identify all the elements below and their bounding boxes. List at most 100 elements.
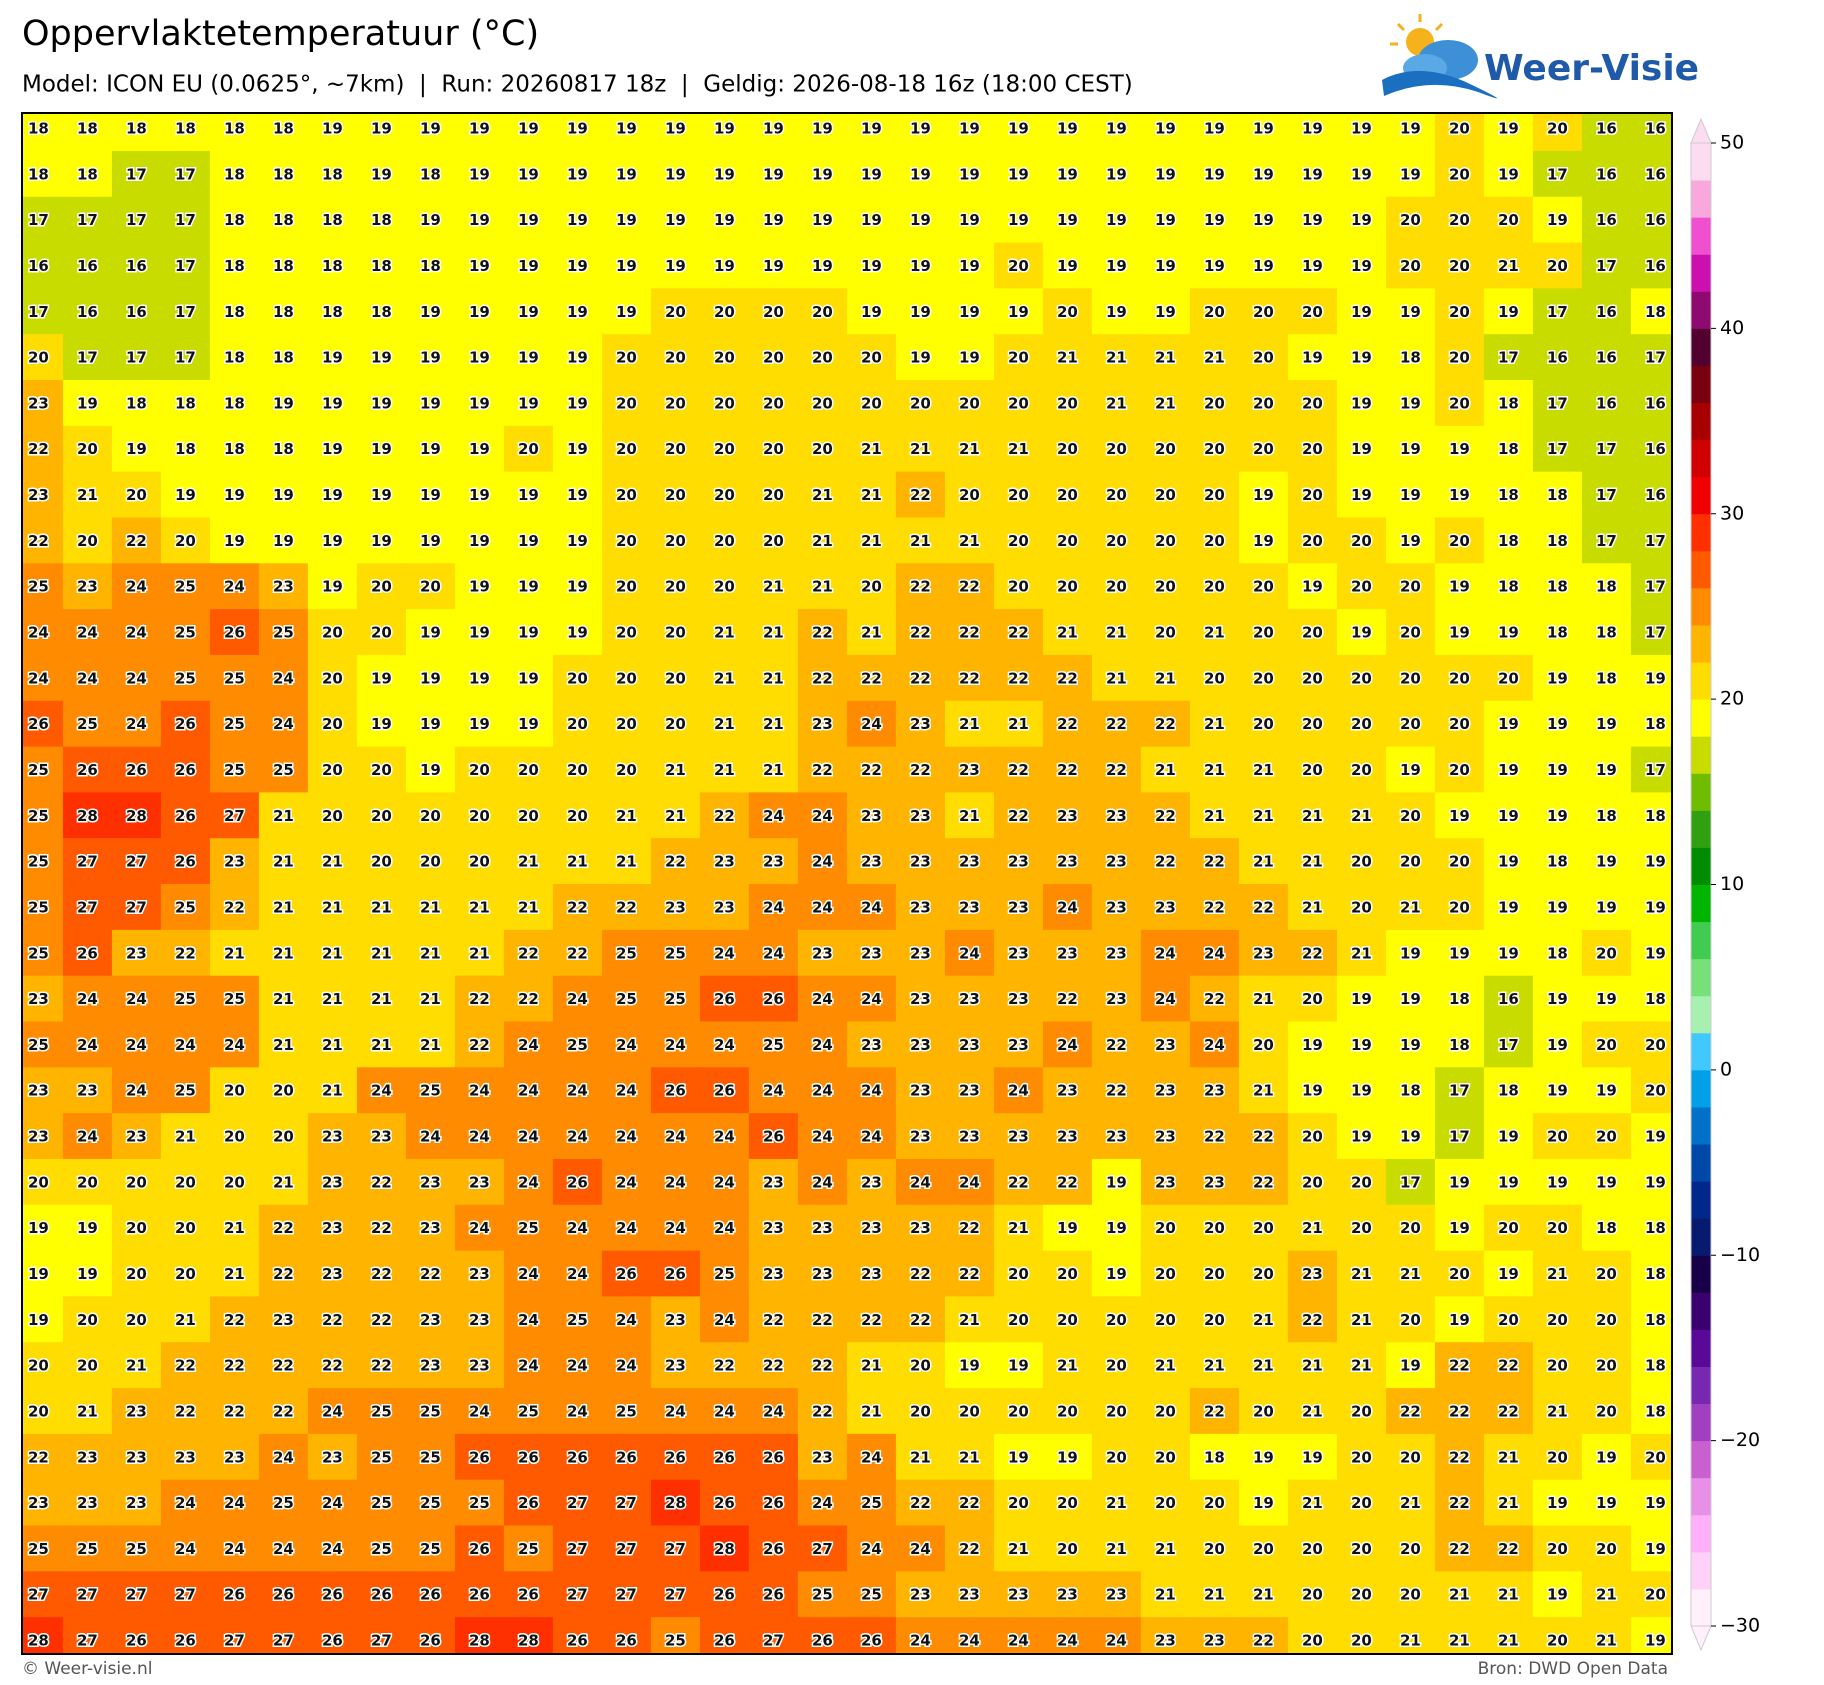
temperature-label: 19 [1106, 257, 1127, 275]
temperature-label: 23 [1204, 1632, 1225, 1650]
temperature-cell [1287, 746, 1338, 793]
temperature-label: 18 [1400, 1082, 1421, 1100]
temperature-cell [1630, 654, 1672, 702]
temperature-cell [1336, 242, 1387, 289]
temperature-label: 19 [1008, 303, 1029, 321]
temperature-label: 22 [812, 1357, 833, 1375]
temperature-label: 20 [175, 1173, 196, 1191]
temperature-label: 25 [518, 1219, 539, 1237]
temperature-cell [748, 929, 799, 977]
temperature-label: 21 [861, 486, 882, 504]
temperature-label: 19 [1645, 1173, 1666, 1191]
temperature-label: 20 [1253, 349, 1274, 367]
temperature-cell [1581, 425, 1632, 473]
temperature-label: 17 [77, 211, 98, 229]
temperature-cell [160, 425, 211, 473]
temperature-cell [62, 975, 113, 1022]
temperature-label: 18 [273, 211, 294, 229]
temperature-label: 20 [469, 761, 490, 779]
temperature-cell [356, 1021, 407, 1068]
temperature-cell [1434, 517, 1485, 564]
temperature-label: 20 [322, 761, 343, 779]
temperature-label: 25 [371, 1448, 392, 1466]
temperature-cell [111, 609, 162, 656]
temperature-label: 16 [1596, 165, 1617, 183]
temperature-label: 19 [1498, 1173, 1519, 1191]
temperature-label: 19 [1449, 1311, 1470, 1329]
temperature-label: 19 [1547, 761, 1568, 779]
temperature-cell [748, 563, 799, 610]
temperature-label: 20 [1106, 440, 1127, 458]
temperature-cell [1042, 1479, 1093, 1527]
temperature-cell [1042, 380, 1093, 427]
temperature-cell [1630, 113, 1672, 152]
subtitle: Model: ICON EU (0.0625°, ~7km) | Run: 20… [22, 72, 1133, 98]
temperature-label: 21 [861, 440, 882, 458]
temperature-label: 17 [1498, 349, 1519, 367]
temperature-cell [454, 113, 505, 152]
temperature-cell [1581, 563, 1632, 610]
temperature-cell [1581, 471, 1632, 518]
temperature-cell [1091, 838, 1142, 885]
temperature-cell [405, 1479, 456, 1527]
temperature-cell [1189, 1617, 1240, 1654]
colorbar-cap [1690, 117, 1712, 144]
temperature-cell [797, 1433, 848, 1481]
temperature-cell [307, 1617, 358, 1654]
temperature-label: 26 [126, 1632, 147, 1650]
temperature-label: 21 [1204, 761, 1225, 779]
temperature-label: 20 [1204, 532, 1225, 550]
temperature-cell [1581, 929, 1632, 977]
temperature-cell [552, 1021, 603, 1068]
temperature-cell [405, 609, 456, 656]
colorbar-band [1691, 1255, 1711, 1293]
temperature-label: 21 [910, 1448, 931, 1466]
temperature-label: 27 [616, 1540, 637, 1558]
temperature-label: 19 [567, 211, 588, 229]
temperature-cell [1483, 334, 1534, 381]
temperature-label: 19 [28, 1311, 49, 1329]
temperature-label: 27 [126, 898, 147, 916]
temperature-cell [699, 700, 750, 748]
temperature-label: 28 [28, 1632, 49, 1650]
temperature-label: 18 [224, 257, 245, 275]
colorbar-band [1691, 736, 1711, 774]
temperature-label: 19 [1400, 165, 1421, 183]
temperature-cell [1532, 196, 1583, 244]
temperature-cell [1385, 425, 1436, 473]
temperature-cell [846, 975, 897, 1022]
temperature-cell [1532, 792, 1583, 839]
temperature-cell [62, 1067, 113, 1114]
temperature-label: 23 [959, 898, 980, 916]
temperature-cell [1042, 150, 1093, 198]
temperature-label: 20 [1057, 303, 1078, 321]
temperature-label: 19 [1351, 1128, 1372, 1146]
temperature-cell [1140, 334, 1191, 381]
temperature-label: 19 [273, 532, 294, 550]
temperature-cell [1189, 1158, 1240, 1206]
temperature-label: 19 [1498, 944, 1519, 962]
temperature-cell [22, 1158, 64, 1206]
temperature-label: 26 [273, 1586, 294, 1604]
temperature-label: 20 [1547, 1448, 1568, 1466]
temperature-cell [209, 196, 260, 244]
temperature-label: 21 [273, 807, 294, 825]
temperature-cell [1140, 517, 1191, 564]
temperature-cell [601, 609, 652, 656]
temperature-cell [1091, 884, 1142, 931]
temperature-cell [160, 1204, 211, 1252]
temperature-label: 23 [959, 1586, 980, 1604]
temperature-cell [1581, 884, 1632, 931]
temperature-label: 19 [469, 303, 490, 321]
temperature-label: 22 [518, 990, 539, 1008]
temperature-label: 21 [714, 761, 735, 779]
temperature-cell [1483, 975, 1534, 1022]
temperature-label: 22 [273, 1402, 294, 1420]
temperature-label: 19 [1498, 715, 1519, 733]
temperature-cell [944, 975, 995, 1022]
temperature-label: 20 [1302, 303, 1323, 321]
temperature-cell [356, 1204, 407, 1252]
temperature-cell [601, 1204, 652, 1252]
temperature-cell [405, 838, 456, 885]
temperature-label: 27 [812, 1540, 833, 1558]
